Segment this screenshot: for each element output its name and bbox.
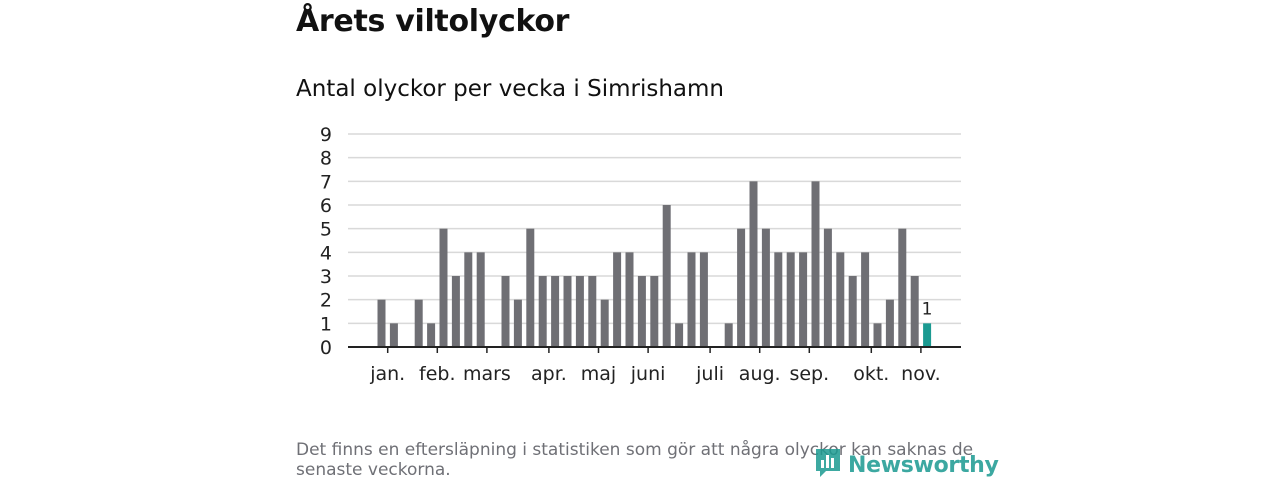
bar — [910, 276, 919, 347]
bar — [476, 252, 485, 347]
bar — [551, 276, 560, 347]
x-tick-label: mars — [463, 363, 511, 385]
bar — [427, 323, 436, 347]
bar — [675, 323, 684, 347]
bar — [538, 276, 547, 347]
bar — [439, 228, 448, 347]
bar — [389, 323, 398, 347]
bar — [873, 323, 882, 347]
x-tick-label: juni — [630, 363, 666, 385]
bar — [737, 228, 746, 347]
x-tick-label: okt. — [853, 363, 889, 385]
x-tick-label: apr. — [531, 363, 567, 385]
chart-subtitle: Antal olyckor per vecka i Simrishamn — [296, 76, 725, 102]
bar — [451, 276, 460, 347]
y-tick-label: 2 — [320, 290, 332, 312]
x-tick-label: juli — [695, 363, 724, 385]
footnote: Det finns en eftersläpning i statistiken… — [296, 440, 974, 480]
x-tick-label: maj — [581, 363, 616, 385]
bar — [526, 228, 535, 347]
y-tick-label: 7 — [320, 171, 332, 193]
newsworthy-logo-text: Newsworthy — [848, 452, 999, 478]
bar — [848, 276, 857, 347]
bar — [662, 205, 671, 347]
x-tick-label: feb. — [419, 363, 455, 385]
y-tick-label: 9 — [320, 124, 332, 146]
bar — [861, 252, 870, 347]
bar — [687, 252, 696, 347]
bar — [811, 181, 820, 347]
y-tick-label: 1 — [320, 313, 332, 335]
bar-current-week — [923, 323, 932, 347]
bar — [823, 228, 832, 347]
bar — [699, 252, 708, 347]
bar — [898, 228, 907, 347]
y-tick-label: 0 — [320, 337, 332, 359]
bar — [575, 276, 584, 347]
x-tick-label: jan. — [369, 363, 405, 385]
data-label-last: 1 — [922, 299, 933, 319]
bar — [761, 228, 770, 347]
bar — [588, 276, 597, 347]
bar — [464, 252, 473, 347]
bar — [414, 299, 423, 347]
x-tick-label: nov. — [901, 363, 940, 385]
bar — [625, 252, 634, 347]
bar — [613, 252, 622, 347]
x-tick-label: aug. — [739, 363, 781, 385]
y-tick-label: 5 — [320, 219, 332, 241]
bar — [786, 252, 795, 347]
y-tick-label: 3 — [320, 266, 332, 288]
bar — [724, 323, 733, 347]
y-tick-label: 6 — [320, 195, 332, 217]
bar — [650, 276, 659, 347]
y-tick-label: 8 — [320, 148, 332, 170]
newsworthy-logo-icon — [814, 447, 842, 483]
newsworthy-logo[interactable]: Newsworthy — [814, 447, 999, 483]
bar — [799, 252, 808, 347]
x-tick-label: sep. — [789, 363, 829, 385]
bar — [749, 181, 758, 347]
bar — [501, 276, 510, 347]
bar — [885, 299, 894, 347]
bar — [774, 252, 783, 347]
bar — [836, 252, 845, 347]
bar — [600, 299, 609, 347]
bar — [377, 299, 386, 347]
bar — [637, 276, 646, 347]
bar — [513, 299, 522, 347]
bar — [563, 276, 572, 347]
chart-title: Årets viltolyckor — [296, 4, 570, 39]
y-tick-label: 4 — [320, 242, 332, 264]
